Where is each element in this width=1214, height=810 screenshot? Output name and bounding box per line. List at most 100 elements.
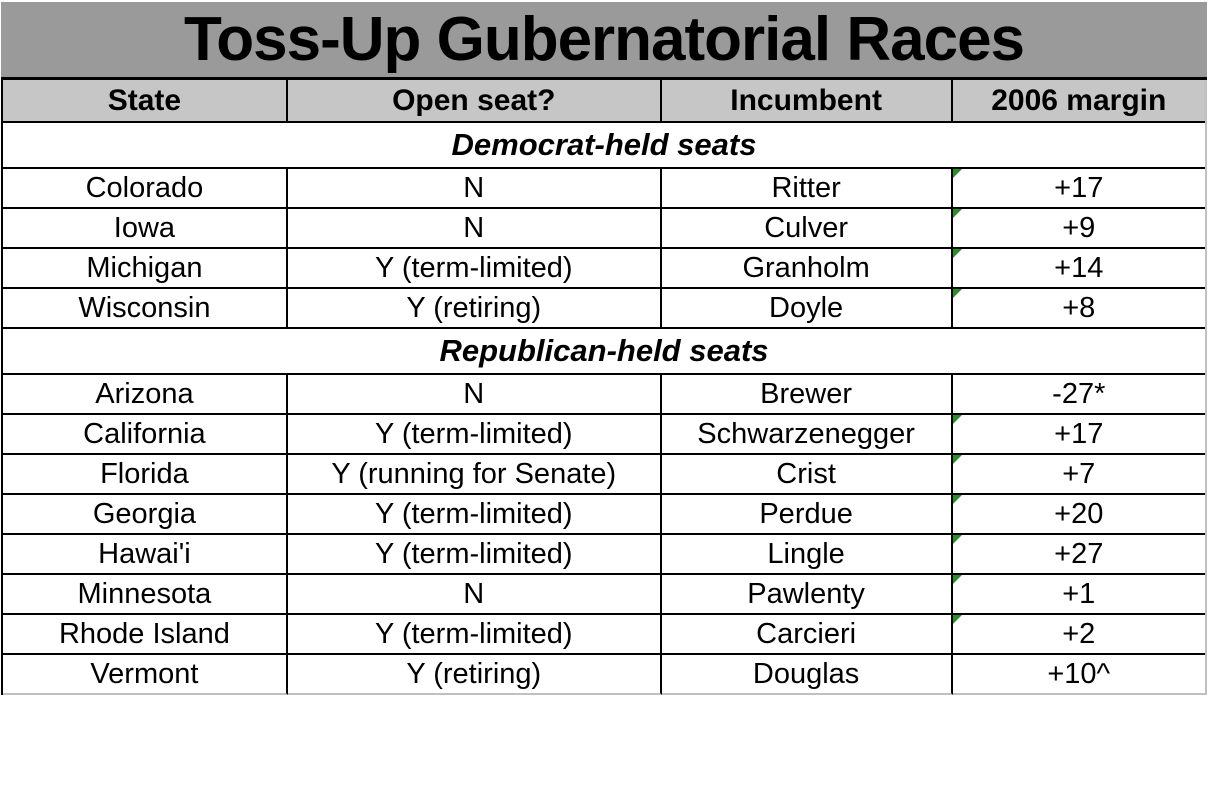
state-cell-text: Wisconsin [78, 291, 211, 324]
margin-cell: +27 [952, 535, 1205, 575]
cell-error-indicator-icon [952, 455, 962, 464]
open-seat-cell: Y (running for Senate) [287, 455, 662, 495]
table-row: Iowa N Culver +9 [3, 209, 1205, 249]
column-header-open-seat: Open seat? [287, 80, 662, 123]
margin-cell: +1 [952, 575, 1205, 615]
margin-cell: +17 [952, 169, 1205, 209]
state-cell-text: Minnesota [77, 577, 212, 610]
state-cell: Wisconsin [3, 289, 288, 329]
table-row: Colorado N Ritter +17 [3, 169, 1205, 209]
state-cell: Colorado [3, 169, 288, 209]
column-header-incumbent: Incumbent [661, 80, 953, 123]
incumbent-cell: Pawlenty [661, 575, 953, 615]
incumbent-cell-text: Douglas [752, 657, 860, 690]
section-label: Republican-held seats [3, 329, 1205, 375]
table-row: Rhode Island Y (term-limited) Carcieri +2 [3, 615, 1205, 655]
margin-cell: +10^ [952, 655, 1205, 695]
open-seat-cell-text: N [463, 211, 485, 244]
open-seat-cell: Y (term-limited) [287, 249, 662, 289]
incumbent-cell: Perdue [661, 495, 953, 535]
margin-cell-text: +8 [1062, 291, 1096, 324]
table-row: Florida Y (running for Senate) Crist +7 [3, 455, 1205, 495]
state-cell: Iowa [3, 209, 288, 249]
margin-cell-text: +7 [1062, 457, 1096, 490]
table-row: Michigan Y (term-limited) Granholm +14 [3, 249, 1205, 289]
state-cell: Michigan [3, 249, 288, 289]
open-seat-cell: Y (retiring) [287, 289, 662, 329]
state-cell-text: Vermont [90, 657, 199, 690]
state-cell: Arizona [3, 375, 288, 415]
margin-cell-text: +2 [1062, 617, 1096, 650]
incumbent-cell-text: Ritter [771, 171, 841, 204]
state-cell-text: Florida [100, 457, 189, 490]
state-cell: Vermont [3, 655, 288, 695]
open-seat-cell-text: N [463, 171, 485, 204]
incumbent-cell: Ritter [661, 169, 953, 209]
open-seat-cell-text: Y (retiring) [406, 291, 542, 324]
margin-cell-text: +17 [1054, 171, 1104, 204]
state-cell-text: Arizona [95, 377, 194, 410]
cell-error-indicator-icon [952, 575, 962, 584]
margin-cell: +14 [952, 249, 1205, 289]
margin-cell-text: +9 [1062, 211, 1096, 244]
table-row: Hawai'i Y (term-limited) Lingle +27 [3, 535, 1205, 575]
margin-cell: +9 [952, 209, 1205, 249]
state-cell: Hawai'i [3, 535, 288, 575]
open-seat-cell-text: Y (running for Senate) [331, 457, 617, 490]
cell-error-indicator-icon [952, 615, 962, 624]
open-seat-cell: N [287, 575, 662, 615]
incumbent-cell-text: Doyle [769, 291, 844, 324]
margin-cell: -27* [952, 375, 1205, 415]
state-cell: Minnesota [3, 575, 288, 615]
cell-error-indicator-icon [952, 209, 962, 218]
open-seat-cell-text: N [463, 577, 485, 610]
open-seat-cell-text: Y (term-limited) [374, 497, 573, 530]
incumbent-cell-text: Lingle [767, 537, 845, 570]
margin-cell: +8 [952, 289, 1205, 329]
state-cell: Florida [3, 455, 288, 495]
margin-cell: +17 [952, 415, 1205, 455]
open-seat-cell: Y (term-limited) [287, 415, 662, 455]
margin-cell-text: +20 [1054, 497, 1104, 530]
table-row: Vermont Y (retiring) Douglas +10^ [3, 655, 1205, 695]
cell-error-indicator-icon [952, 415, 962, 424]
open-seat-cell: Y (retiring) [287, 655, 662, 695]
open-seat-cell-text: Y (term-limited) [374, 617, 573, 650]
open-seat-cell: N [287, 375, 662, 415]
cell-error-indicator-icon [952, 289, 962, 298]
margin-cell: +20 [952, 495, 1205, 535]
open-seat-cell: Y (term-limited) [287, 615, 662, 655]
section-row: Democrat-held seats [3, 123, 1205, 169]
state-cell-text: Georgia [92, 497, 197, 530]
cell-error-indicator-icon [952, 495, 962, 504]
incumbent-cell: Doyle [661, 289, 953, 329]
open-seat-cell-text: Y (term-limited) [374, 251, 573, 284]
margin-cell-text: +27 [1054, 537, 1104, 570]
column-header-row: State Open seat? Incumbent 2006 margin [3, 80, 1205, 123]
incumbent-cell-text: Culver [764, 211, 849, 244]
open-seat-cell-text: N [463, 377, 485, 410]
open-seat-cell-text: Y (retiring) [406, 657, 542, 690]
incumbent-cell-text: Carcieri [756, 617, 857, 650]
state-cell: Georgia [3, 495, 288, 535]
incumbent-cell: Culver [661, 209, 953, 249]
cell-error-indicator-icon [952, 249, 962, 258]
incumbent-cell: Granholm [661, 249, 953, 289]
table-row: Minnesota N Pawlenty +1 [3, 575, 1205, 615]
table-row: Wisconsin Y (retiring) Doyle +8 [3, 289, 1205, 329]
section-label: Democrat-held seats [3, 123, 1205, 169]
margin-cell-text: +14 [1054, 251, 1104, 284]
cell-error-indicator-icon [952, 169, 962, 178]
column-header-state: State [3, 80, 288, 123]
state-cell-text: Iowa [113, 211, 176, 244]
margin-cell-text: +1 [1062, 577, 1096, 610]
margin-cell: +2 [952, 615, 1205, 655]
incumbent-cell-text: Crist [776, 457, 836, 490]
state-cell-text: Rhode Island [58, 617, 230, 650]
gubernatorial-races-sheet: Toss-Up Gubernatorial Races State Open se… [1, 2, 1207, 695]
incumbent-cell: Crist [661, 455, 953, 495]
state-cell-text: Colorado [85, 171, 204, 204]
state-cell-text: California [83, 417, 206, 450]
state-cell: Rhode Island [3, 615, 288, 655]
cell-error-indicator-icon [952, 535, 962, 544]
